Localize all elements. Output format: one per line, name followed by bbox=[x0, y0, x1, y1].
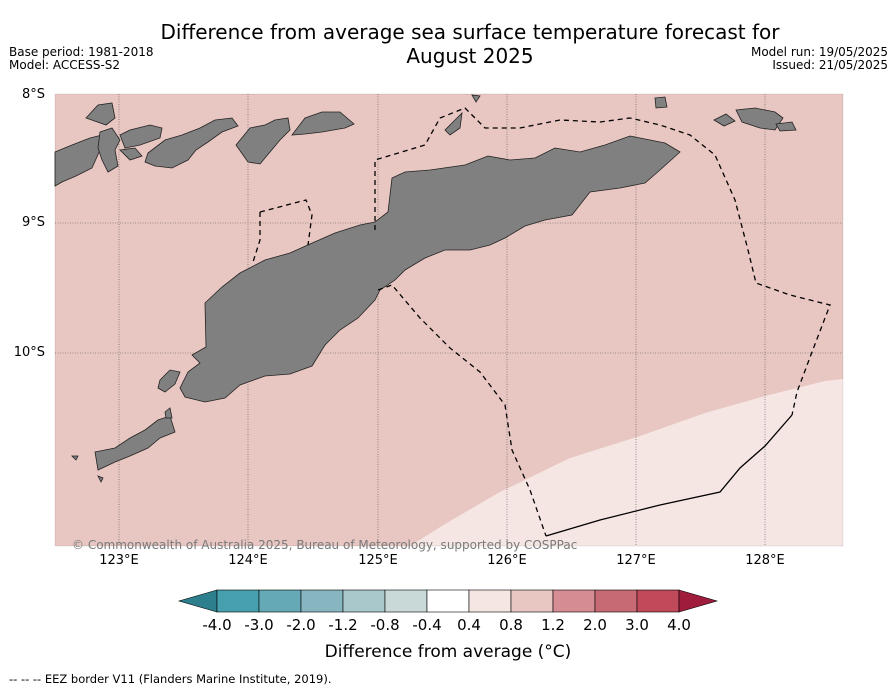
lon-label-128e: 128°E bbox=[745, 553, 785, 568]
lower-anomaly-region bbox=[410, 379, 843, 546]
colorbar-tick: -1.2 bbox=[328, 616, 358, 634]
colorbar-seg-10 bbox=[594, 589, 638, 613]
colorbar-seg-5 bbox=[384, 589, 428, 613]
title-line-1: Difference from average sea surface temp… bbox=[160, 20, 780, 44]
colorbar-tick: 4.0 bbox=[667, 616, 691, 634]
colorbar-tick: 1.2 bbox=[541, 616, 565, 634]
lon-label-127e: 127°E bbox=[616, 553, 656, 568]
colorbar-tick: -2.0 bbox=[286, 616, 316, 634]
model-run-date: Model run: 19/05/2025 bbox=[750, 45, 888, 59]
title-line-2: August 2025 bbox=[406, 44, 534, 68]
colorbar-title: Difference from average (°C) bbox=[324, 642, 572, 662]
colorbar bbox=[177, 589, 719, 613]
eez-border-solid bbox=[545, 414, 793, 537]
colorbar-tick: -3.0 bbox=[244, 616, 274, 634]
colorbar-seg-9 bbox=[552, 589, 596, 613]
colorbar-tick: 0.4 bbox=[457, 616, 481, 634]
eez-legend-note: -- -- -- EEZ border V11 (Flanders Marine… bbox=[9, 672, 332, 686]
lon-label-123e: 123°E bbox=[99, 553, 139, 568]
lon-label-124e: 124°E bbox=[228, 553, 268, 568]
colorbar-seg-11 bbox=[636, 589, 680, 613]
lon-label-126e: 126°E bbox=[487, 553, 527, 568]
lat-label-8s: 8°S bbox=[21, 87, 45, 102]
colorbar-seg-1 bbox=[216, 589, 260, 613]
lat-label-9s: 9°S bbox=[21, 215, 45, 230]
issued-date: Issued: 21/05/2025 bbox=[772, 58, 888, 72]
base-period: Base period: 1981-2018 bbox=[9, 45, 154, 59]
colorbar-tick: 2.0 bbox=[583, 616, 607, 634]
colorbar-seg-3 bbox=[300, 589, 344, 613]
run-info-right: Model run: 19/05/2025 Issued: 21/05/2025 bbox=[751, 46, 888, 72]
colorbar-seg-7 bbox=[468, 589, 512, 613]
timor-island bbox=[179, 135, 681, 403]
colorbar-seg-8 bbox=[510, 589, 554, 613]
colorbar-tick: -4.0 bbox=[202, 616, 232, 634]
eez-border bbox=[252, 107, 831, 537]
colorbar-seg-2 bbox=[258, 589, 302, 613]
colorbar-tick: -0.8 bbox=[370, 616, 400, 634]
lon-label-125e: 125°E bbox=[358, 553, 398, 568]
land-masses bbox=[54, 94, 797, 483]
copyright-notice: © Commonwealth of Australia 2025, Bureau… bbox=[72, 538, 578, 552]
colorbar-extend-low bbox=[177, 589, 218, 613]
colorbar-tick: -0.4 bbox=[412, 616, 442, 634]
map-title: Difference from average sea surface temp… bbox=[120, 20, 820, 68]
run-info-left: Base period: 1981-2018 Model: ACCESS-S2 bbox=[9, 46, 154, 72]
lat-label-10s: 10°S bbox=[13, 345, 45, 360]
model-name: Model: ACCESS-S2 bbox=[9, 58, 121, 72]
colorbar-seg-4 bbox=[342, 589, 386, 613]
colorbar-tick: 0.8 bbox=[499, 616, 523, 634]
colorbar-extend-high bbox=[678, 589, 719, 613]
colorbar-tick: 3.0 bbox=[625, 616, 649, 634]
colorbar-seg-6 bbox=[426, 589, 470, 613]
map-frame bbox=[54, 93, 844, 547]
